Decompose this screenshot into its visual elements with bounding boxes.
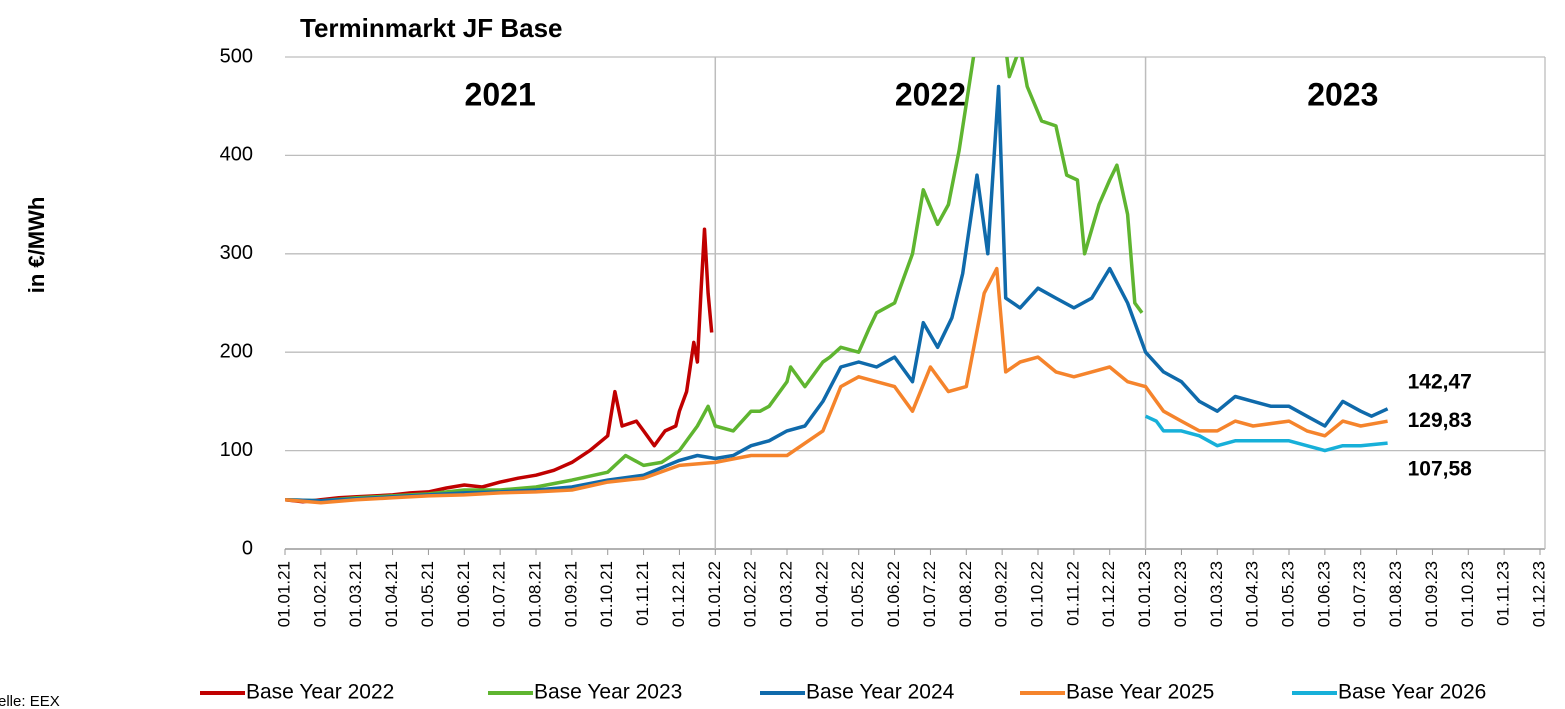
x-tick-label: 01.06.21 [454,561,473,627]
x-tick-label: 01.07.23 [1350,561,1369,627]
x-tick-label: 01.05.21 [418,561,437,627]
x-tick-label: 01.08.23 [1386,561,1405,627]
y-tick-label: 300 [220,242,253,264]
x-tick-label: 01.09.22 [992,561,1011,627]
x-tick-label: 01.04.21 [382,561,401,627]
x-tick-label: 01.06.22 [884,561,903,627]
y-tick-label: 200 [220,340,253,362]
source-note: Quelle: EEX [0,693,60,709]
x-tick-label: 01.10.23 [1458,561,1477,627]
x-tick-label: 01.11.22 [1063,561,1082,626]
x-tick-label: 01.06.23 [1314,561,1333,627]
x-tick-label: 01.10.22 [1027,561,1046,627]
x-tick-label: 01.11.23 [1494,561,1513,626]
series-line [285,84,1389,503]
x-tick-label: 01.01.21 [274,561,293,627]
year-label: 2022 [895,76,966,112]
x-tick-label: 01.02.23 [1171,561,1190,627]
value-label: 129,83 [1408,409,1472,432]
y-tick-label: 400 [220,144,253,166]
series-line [285,227,714,504]
y-tick-label: 0 [242,537,253,559]
x-tick-label: 01.08.22 [956,561,975,627]
x-tick-label: 01.09.21 [561,561,580,627]
y-tick-label: 500 [220,45,253,67]
legend-label: Base Year 2024 [806,681,955,704]
x-tick-label: 01.08.21 [525,561,544,627]
x-tick-label: 01.05.23 [1278,561,1297,627]
y-tick-label: 100 [220,439,253,461]
x-tick-label: 01.10.21 [597,561,616,627]
x-tick-label: 01.03.23 [1207,561,1226,627]
x-tick-label: 01.01.23 [1135,561,1154,627]
x-tick-label: 01.07.22 [920,561,939,627]
x-tick-label: 01.04.23 [1243,561,1262,627]
x-tick-label: 01.12.21 [669,561,688,627]
year-label: 2023 [1307,76,1378,112]
x-tick-label: 01.11.21 [633,561,652,626]
x-tick-label: 01.03.21 [346,561,365,627]
legend-label: Base Year 2026 [1338,681,1486,704]
x-tick-label: 01.03.22 [776,561,795,627]
x-tick-label: 01.09.23 [1422,561,1441,627]
value-label: 142,47 [1408,370,1472,393]
x-tick-label: 01.02.21 [310,561,329,627]
x-tick-label: 01.02.22 [741,561,760,627]
x-tick-label: 01.12.23 [1529,561,1548,627]
series-line [285,266,1388,505]
legend-label: Base Year 2023 [534,681,682,704]
year-label: 2021 [465,76,536,112]
chart-title: Terminmarkt JF Base [300,13,563,43]
value-label: 107,58 [1408,458,1473,481]
legend-label: Base Year 2022 [246,681,394,704]
x-tick-label: 01.12.22 [1099,561,1118,627]
series-line [1144,414,1388,453]
y-axis-label: in €/MWh [24,197,49,294]
x-tick-label: 01.05.22 [848,561,867,627]
legend-label: Base Year 2025 [1066,681,1214,704]
x-tick-label: 01.01.22 [705,561,724,627]
x-tick-label: 01.04.22 [812,561,831,627]
series-line [285,57,1144,503]
plot-area [285,57,1389,505]
x-tick-label: 01.07.21 [490,561,509,627]
